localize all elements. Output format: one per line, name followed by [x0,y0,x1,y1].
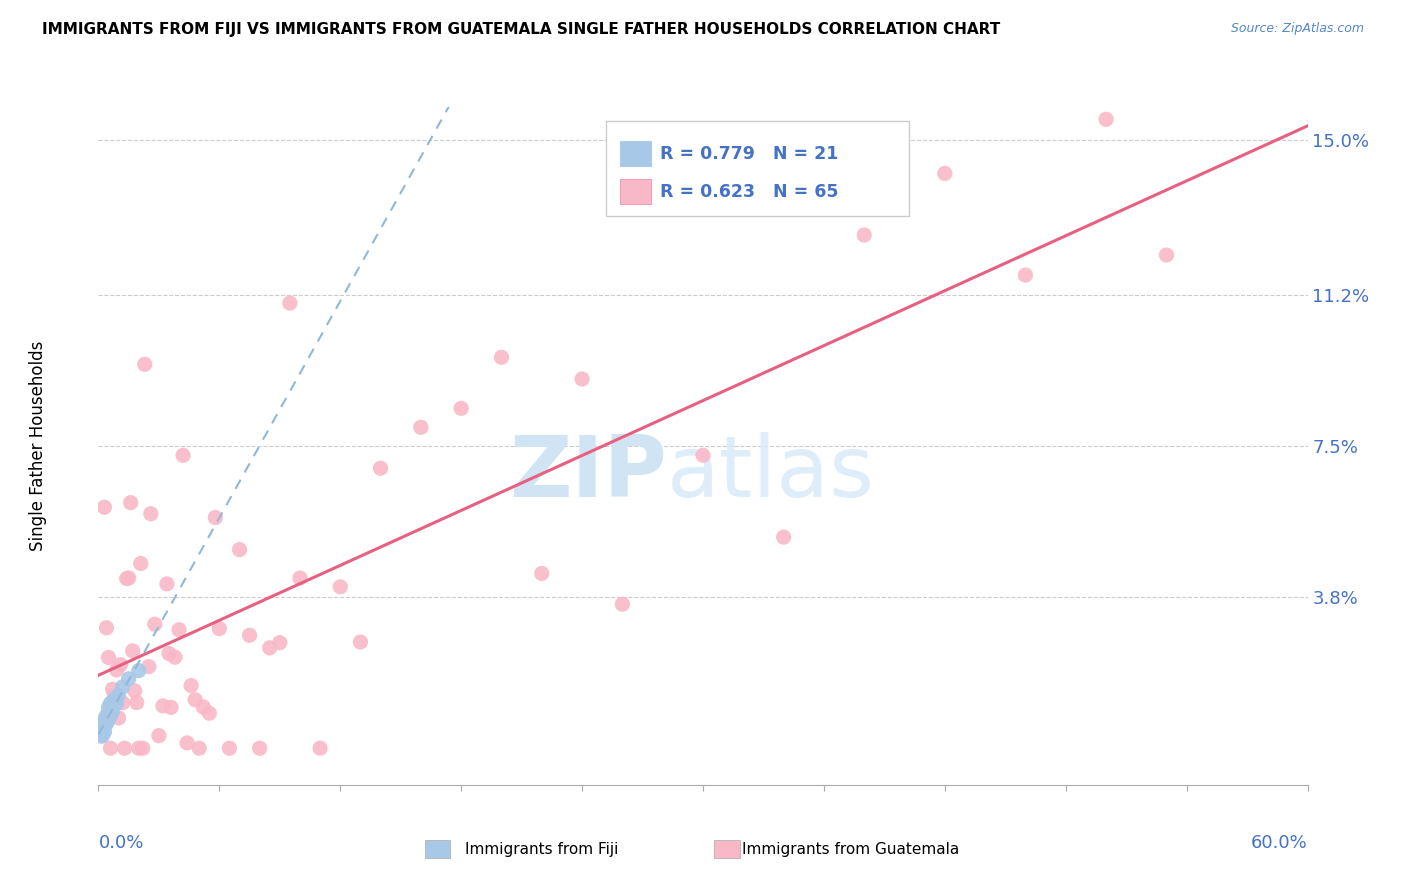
Text: Immigrants from Guatemala: Immigrants from Guatemala [742,842,959,856]
Point [100,696,122,710]
Point [530,566,553,581]
Point [97,650,120,665]
Point [115,572,138,586]
Point [121,644,143,658]
Point [198,706,221,721]
Text: R = 0.779   N = 21: R = 0.779 N = 21 [659,145,838,163]
Text: 0.0%: 0.0% [98,834,143,852]
Point [176,736,198,750]
Point [103,688,125,702]
Point [103,692,125,706]
Point [91,721,114,735]
Point [125,696,148,710]
Point [208,622,231,636]
Point [1156,248,1178,262]
Text: Immigrants from Fiji: Immigrants from Fiji [464,842,619,856]
Text: 60.0%: 60.0% [1251,834,1308,852]
Point [184,692,207,706]
Point [105,696,128,710]
Point [349,635,371,649]
Point [89,724,111,739]
Point [180,679,202,693]
Point [139,507,162,521]
Point [409,420,432,434]
Point [96,708,118,723]
Point [193,699,215,714]
Point [156,577,179,591]
Point [128,664,150,678]
Point [370,461,392,475]
Text: Source: ZipAtlas.com: Source: ZipAtlas.com [1230,22,1364,36]
Point [101,705,124,719]
Point [172,448,194,462]
Point [111,696,134,710]
Point [129,557,152,571]
Point [89,729,111,743]
Point [450,401,472,416]
Point [100,741,122,756]
Point [107,688,129,702]
Point [91,716,114,731]
Point [101,682,124,697]
Point [97,700,120,714]
Point [111,680,134,694]
Point [188,741,211,756]
Point [1095,112,1118,127]
Point [1014,268,1036,282]
Point [934,166,956,180]
Point [93,500,115,515]
Text: Single Father Households: Single Father Households [30,341,46,551]
Text: IMMIGRANTS FROM FIJI VS IMMIGRANTS FROM GUATEMALA SINGLE FATHER HOUSEHOLDS CORRE: IMMIGRANTS FROM FIJI VS IMMIGRANTS FROM … [42,22,1001,37]
Point [239,628,262,642]
Point [612,597,634,611]
Point [118,672,141,686]
Point [128,741,150,756]
Point [228,542,250,557]
Point [204,510,226,524]
Point [692,448,714,462]
Point [152,698,174,713]
Point [249,741,271,756]
Point [96,621,118,635]
Point [138,659,160,673]
Point [93,713,115,727]
Point [93,716,115,731]
Point [772,530,794,544]
Point [571,372,593,386]
Point [134,357,156,371]
Point [259,640,281,655]
Point [96,716,118,731]
Point [91,729,114,743]
Point [218,741,240,756]
Point [160,700,183,714]
Point [148,729,170,743]
Point [269,635,291,649]
Point [97,713,120,727]
Point [143,617,166,632]
Point [167,623,190,637]
Point [491,351,513,365]
Point [309,741,332,756]
Text: ZIP: ZIP [509,432,666,515]
Point [163,650,186,665]
Point [105,663,128,677]
Point [114,741,136,756]
Point [107,711,129,725]
Text: atlas: atlas [666,432,875,515]
Point [278,296,301,310]
Text: R = 0.623   N = 65: R = 0.623 N = 65 [659,183,838,201]
Point [288,571,311,585]
Point [120,495,142,509]
Point [110,657,132,672]
Point [853,227,876,242]
Point [100,708,122,723]
Point [118,571,141,585]
Point [124,683,146,698]
Point [93,724,115,739]
Point [132,741,155,756]
Point [157,647,180,661]
Point [329,580,352,594]
